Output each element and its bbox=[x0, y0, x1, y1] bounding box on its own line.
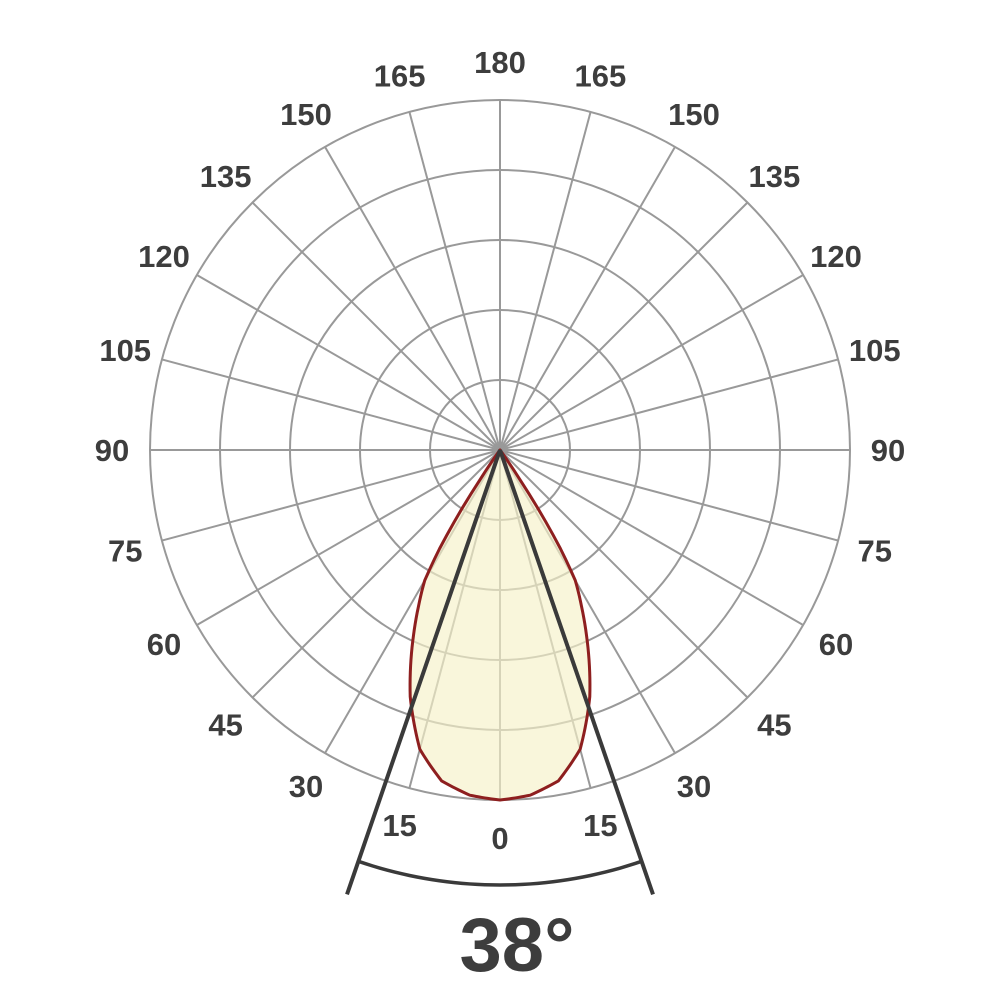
grid-radial-line bbox=[324, 146, 501, 451]
angle-tick-label-165-left: 165 bbox=[374, 58, 426, 93]
beam-angle-line-right bbox=[498, 449, 655, 896]
grid-radial-line bbox=[196, 449, 501, 626]
grid-radial-line bbox=[196, 274, 501, 451]
beam-angle-line-left bbox=[345, 449, 502, 896]
grid-radial-line bbox=[499, 449, 749, 699]
angle-tick-label-60-right: 60 bbox=[819, 627, 853, 662]
beam-angle-marker bbox=[345, 449, 655, 896]
angle-tick-label-90-right: 90 bbox=[871, 433, 905, 468]
grid-radial-line bbox=[161, 358, 501, 451]
angle-tick-label-135-right: 135 bbox=[749, 159, 801, 194]
angle-tick-label-15-left: 15 bbox=[382, 808, 416, 843]
intensity-lobe-outline bbox=[408, 448, 592, 802]
angle-tick-label-105-left: 105 bbox=[99, 333, 151, 368]
angle-tick-label-75-left: 75 bbox=[108, 534, 142, 569]
angle-tick-label-30-left: 30 bbox=[289, 769, 323, 804]
grid-radial-line bbox=[408, 111, 501, 451]
grid-radial-line bbox=[499, 449, 839, 542]
grid-radial-line bbox=[251, 449, 501, 699]
angle-tick-label-30-right: 30 bbox=[677, 769, 711, 804]
angle-tick-label-180: 180 bbox=[474, 45, 526, 80]
angle-tick-label-45-left: 45 bbox=[208, 708, 242, 743]
grid-radial-line bbox=[499, 274, 804, 451]
angle-tick-label-60-left: 60 bbox=[147, 627, 181, 662]
grid-radial-line bbox=[499, 201, 749, 451]
grid-radial-line bbox=[251, 201, 501, 451]
angle-tick-label-15-right: 15 bbox=[583, 808, 617, 843]
beam-angle-value: 38° bbox=[460, 903, 575, 988]
grid-radial-line bbox=[161, 449, 501, 542]
angle-tick-label-135-left: 135 bbox=[200, 159, 252, 194]
angle-tick-label-45-right: 45 bbox=[757, 708, 791, 743]
angle-tick-label-75-right: 75 bbox=[858, 534, 892, 569]
angle-tick-label-150-left: 150 bbox=[280, 97, 332, 132]
angle-tick-label-165-right: 165 bbox=[575, 58, 627, 93]
angle-tick-labels: 0 15 15 30 30 45 45 60 60 75 75 90 90 105 105 120 120 135… bbox=[95, 45, 905, 856]
beam-angle-arc bbox=[357, 859, 643, 887]
grid-radial-line bbox=[499, 449, 804, 626]
angle-tick-label-0: 0 bbox=[491, 821, 508, 856]
angle-tick-label-120-left: 120 bbox=[138, 239, 190, 274]
intensity-lobe bbox=[408, 448, 592, 802]
intensity-lobe-fill bbox=[410, 450, 590, 800]
grid-radial-line bbox=[499, 358, 839, 451]
angle-tick-label-120-right: 120 bbox=[810, 239, 862, 274]
grid-radial-line bbox=[499, 111, 592, 451]
angle-tick-label-90-left: 90 bbox=[95, 433, 129, 468]
angle-tick-label-150-right: 150 bbox=[668, 97, 720, 132]
grid-radial-line bbox=[499, 146, 676, 451]
angle-tick-label-105-right: 105 bbox=[849, 333, 901, 368]
